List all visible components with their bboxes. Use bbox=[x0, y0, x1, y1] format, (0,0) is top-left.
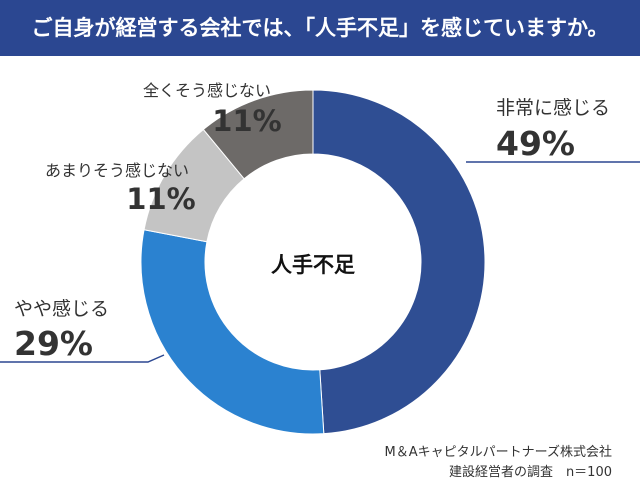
chart-title: ご自身が経営する会社では、「人手不足」を感じていますか。 bbox=[0, 0, 640, 56]
slice-value-somewhat: 29% bbox=[14, 324, 93, 363]
slice-label-not-at-all: 全くそう感じない bbox=[143, 81, 271, 100]
slice-value-not-much: 11% bbox=[126, 182, 195, 216]
leader-lines bbox=[0, 161, 640, 363]
slice-label-not-much: あまりそう感じない bbox=[45, 161, 189, 180]
slice-label-somewhat: やや感じる bbox=[14, 298, 109, 320]
slice-value-very-much: 49% bbox=[496, 124, 575, 163]
source-survey-note: 建設経営者の調査 n＝100 bbox=[448, 465, 612, 480]
slice-label-very-much: 非常に感じる bbox=[496, 97, 610, 119]
donut-slice-somewhat bbox=[140, 229, 325, 435]
leader-line-somewhat bbox=[0, 354, 165, 363]
center-label: 人手不足 bbox=[271, 253, 355, 277]
source-company: M＆Aキャピタルパートナーズ株式会社 bbox=[384, 445, 612, 460]
donut-slice-not-at-all bbox=[202, 89, 314, 180]
donut-slice-very-much bbox=[312, 89, 486, 435]
slice-value-not-at-all: 11% bbox=[212, 104, 281, 138]
donut-slices bbox=[140, 89, 486, 435]
